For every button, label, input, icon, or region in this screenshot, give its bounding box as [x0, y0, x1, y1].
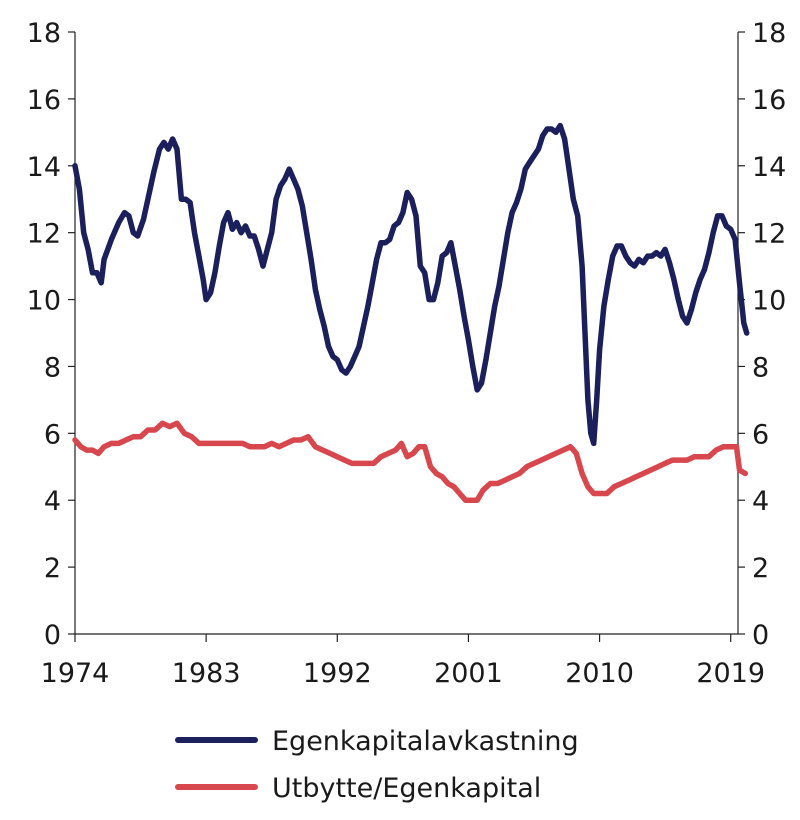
y-tick-label-right: 14	[752, 152, 786, 183]
x-tick-label: 2010	[565, 658, 634, 689]
legend-label-utbytte-egenkapital: Utbytte/Egenkapital	[272, 773, 541, 804]
y-tick-label-right: 6	[752, 419, 769, 450]
x-tick-label: 1992	[303, 658, 372, 689]
y-tick-label-left: 14	[27, 152, 61, 183]
y-tick-label-right: 12	[752, 219, 786, 250]
y-tick-label-right: 18	[752, 18, 786, 49]
y-tick-label-left: 6	[44, 419, 61, 450]
x-tick-label: 2019	[696, 658, 765, 689]
y-tick-label-right: 10	[752, 286, 786, 317]
chart-axes: 0 0 2 2 4 4 6 6 8 8 10 10 12 12 14 14 16 16 18 18 1974 1983 19…	[27, 18, 787, 689]
y-tick-label-right: 8	[752, 352, 769, 383]
y-tick-label-left: 2	[44, 553, 61, 584]
y-tick-label-right: 4	[752, 486, 769, 517]
x-tick-label: 1974	[41, 658, 110, 689]
y-tick-label-left: 10	[27, 286, 61, 317]
y-tick-label-left: 8	[44, 352, 61, 383]
y-tick-label-right: 0	[752, 620, 769, 651]
y-tick-label-left: 4	[44, 486, 61, 517]
y-tick-label-left: 0	[44, 620, 61, 651]
x-tick-label: 2001	[434, 658, 503, 689]
y-tick-label-left: 12	[27, 219, 61, 250]
y-tick-label-right: 2	[752, 553, 769, 584]
series-line-egenkapitalavkastning	[72, 122, 750, 447]
x-tick-label: 1983	[172, 658, 241, 689]
legend: Egenkapitalavkastning Utbytte/Egenkapita…	[175, 726, 579, 804]
series-line-utbytte-egenkapital	[72, 420, 749, 503]
y-tick-label-left: 18	[27, 18, 61, 49]
series-layer	[72, 122, 750, 503]
legend-label-egenkapitalavkastning: Egenkapitalavkastning	[272, 726, 579, 757]
y-tick-label-left: 16	[27, 85, 61, 116]
y-tick-label-right: 16	[752, 85, 786, 116]
